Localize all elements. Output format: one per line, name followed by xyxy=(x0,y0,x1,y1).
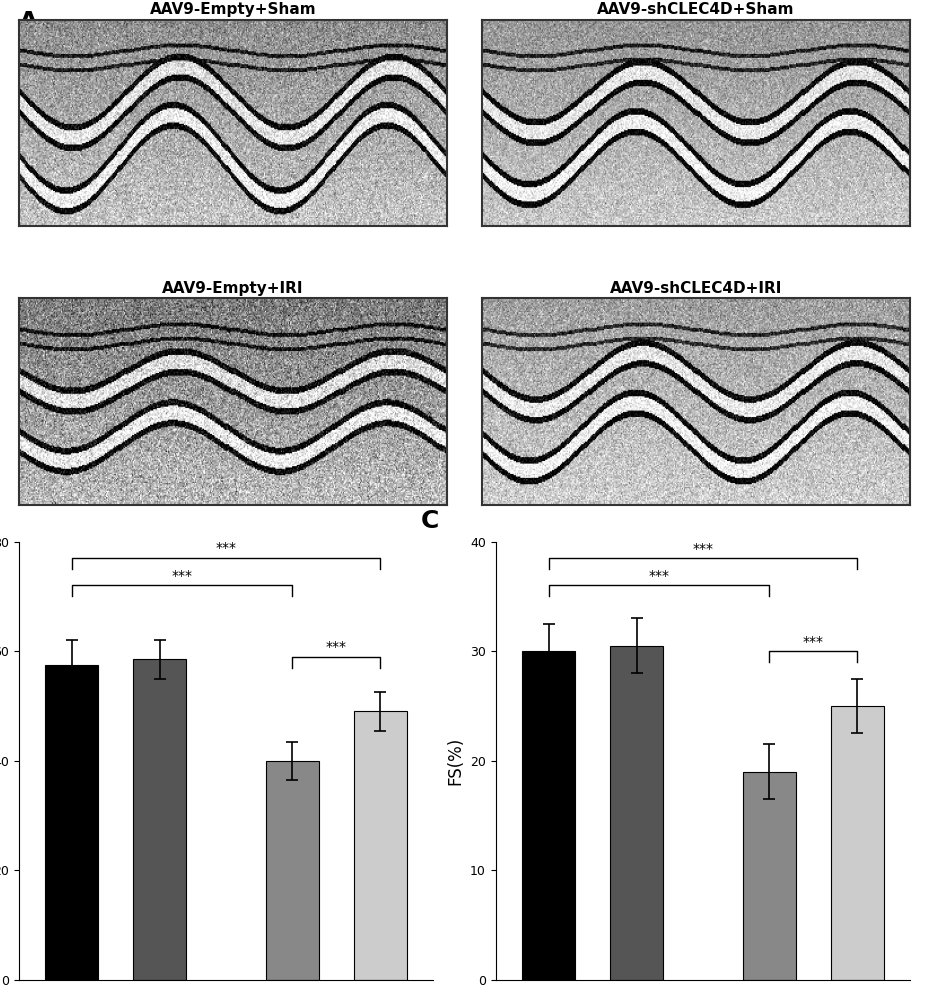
Text: ***: *** xyxy=(648,569,669,583)
Bar xyxy=(610,646,663,980)
Text: A: A xyxy=(19,10,38,34)
Text: ***: *** xyxy=(215,541,237,555)
Bar xyxy=(45,665,98,980)
Y-axis label: FS(%): FS(%) xyxy=(446,737,464,785)
Bar xyxy=(134,659,187,980)
Title: AAV9-Empty+Sham: AAV9-Empty+Sham xyxy=(149,2,316,17)
Text: C: C xyxy=(420,509,439,533)
Text: ***: *** xyxy=(802,635,823,649)
Text: ***: *** xyxy=(691,542,713,556)
Text: ***: *** xyxy=(326,640,346,654)
Title: AAV9-shCLEC4D+IRI: AAV9-shCLEC4D+IRI xyxy=(609,281,781,296)
Text: ***: *** xyxy=(171,569,192,583)
Title: AAV9-shCLEC4D+Sham: AAV9-shCLEC4D+Sham xyxy=(597,2,794,17)
Bar xyxy=(522,651,574,980)
Bar xyxy=(265,761,318,980)
Title: AAV9-Empty+IRI: AAV9-Empty+IRI xyxy=(162,281,303,296)
Bar xyxy=(354,711,406,980)
Bar xyxy=(830,706,883,980)
Bar xyxy=(741,772,794,980)
